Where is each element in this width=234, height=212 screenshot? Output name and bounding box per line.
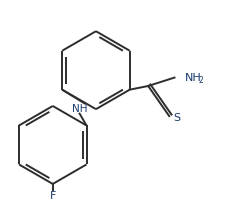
Text: NH: NH — [72, 103, 88, 114]
Text: S: S — [173, 113, 181, 123]
Text: 2: 2 — [198, 76, 203, 85]
Text: F: F — [50, 191, 56, 201]
Text: NH: NH — [184, 73, 201, 82]
